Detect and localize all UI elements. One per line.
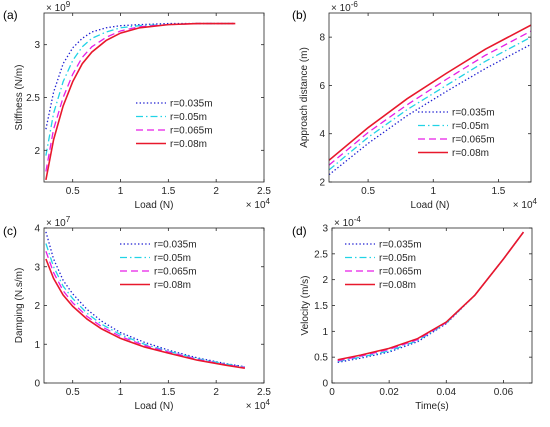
legend: r=0.035m r=0.05m r=0.065m r=0.08m <box>120 240 197 291</box>
legend: r=0.035m r=0.05m r=0.065m r=0.08m <box>136 99 213 150</box>
series-line-4 <box>337 231 525 361</box>
chart-panel-2: (b) 0.5 1 1.5 2 4 6 8 Load (N) Approach distance … <box>292 0 538 211</box>
legend-entry-label: r=0.05m <box>154 253 191 264</box>
y-tick-label: 2 <box>322 275 328 286</box>
y-tick-label: 1 <box>322 327 328 338</box>
legend-entry-label: r=0.035m <box>154 240 197 251</box>
axes-frame <box>328 12 532 183</box>
y-tick-label: 3 <box>322 224 328 235</box>
legend-entry-label: r=0.035m <box>452 108 495 119</box>
x-axis-label: Load (N) <box>135 401 174 412</box>
x-tick-label: 1.5 <box>161 186 175 197</box>
legend-entry-label: r=0.08m <box>379 280 416 291</box>
x-tick-label: 0.02 <box>379 387 399 398</box>
series-line-1 <box>45 231 245 368</box>
y-axis-label: Approach distance (m) <box>299 47 310 148</box>
series-line-2 <box>45 22 236 156</box>
x-tick-label: 2.5 <box>257 387 271 398</box>
x-tick-label: 1.5 <box>491 186 505 197</box>
x-tick-label: 2.5 <box>257 186 271 197</box>
legend-entry-label: r=0.05m <box>379 253 416 264</box>
chart-panel-3: (c) 0.5 1 1.5 2 2.5 0 1 2 3 4 Load (N) Damping (N.s/… <box>3 215 271 412</box>
legend-entry-label: r=0.05m <box>170 112 207 123</box>
y-exponent-label: × 10-6 <box>331 0 358 14</box>
series-line-1 <box>337 231 524 363</box>
chart-panel-1: (a) 0.5 1 1.5 2 2.5 2 2.5 3 Load (N) Stiffness (N/… <box>3 0 271 211</box>
x-exponent-label: × 104 <box>246 197 271 211</box>
x-exponent-label: × 104 <box>246 398 271 412</box>
series-line-3 <box>337 231 524 362</box>
series-line-4 <box>45 22 236 181</box>
y-tick-label: 2 <box>319 178 325 189</box>
y-tick-label: 2.5 <box>26 93 40 104</box>
legend: r=0.035m r=0.05m r=0.065m r=0.08m <box>345 240 422 291</box>
series-line-1 <box>329 43 531 176</box>
legend-entry-label: r=0.08m <box>154 280 191 291</box>
y-tick-label: 8 <box>319 33 325 44</box>
axes-frame <box>43 227 265 384</box>
x-tick-label: 1 <box>430 186 436 197</box>
y-tick-label: 3 <box>34 40 40 51</box>
legend-entry-label: r=0.035m <box>379 240 422 251</box>
x-axis-label: Time(s) <box>415 401 449 412</box>
y-exponent-label: × 109 <box>46 0 71 14</box>
x-tick-label: 0.04 <box>437 387 457 398</box>
legend-entry-label: r=0.05m <box>452 121 489 132</box>
y-tick-label: 4 <box>319 129 325 140</box>
panel-label: (c) <box>3 224 17 238</box>
x-tick-label: 0.06 <box>494 387 514 398</box>
legend: r=0.035m r=0.05m r=0.065m r=0.08m <box>418 108 495 159</box>
y-exponent-label: × 10-4 <box>334 215 361 229</box>
legend-entry-label: r=0.065m <box>154 267 197 278</box>
y-tick-label: 2 <box>34 146 40 157</box>
axes-frame <box>43 12 265 183</box>
y-axis-label: Velocity (m/s) <box>300 275 311 335</box>
x-exponent-label: × 104 <box>513 197 538 211</box>
y-tick-label: 0.5 <box>314 353 328 364</box>
panel-label: (d) <box>292 224 307 238</box>
y-tick-label: 1 <box>34 340 40 351</box>
legend-entry-label: r=0.08m <box>170 139 207 150</box>
x-tick-label: 1.5 <box>161 387 175 398</box>
y-tick-label: 4 <box>34 224 40 235</box>
legend-entry-label: r=0.08m <box>452 148 489 159</box>
legend-entry-label: r=0.065m <box>170 126 213 137</box>
y-tick-label: 2.5 <box>314 249 328 260</box>
panel-label: (a) <box>3 8 18 22</box>
legend-entry-label: r=0.065m <box>452 135 495 146</box>
x-tick-label: 0.5 <box>361 186 375 197</box>
series-line-2 <box>337 231 524 362</box>
y-tick-label: 6 <box>319 81 325 92</box>
chart-panel-4: (d) 0 0.02 0.04 0.06 0 0.5 1 1.5 2 2.5 3 Time(s) Velo… <box>292 215 533 412</box>
y-axis-label: Damping (N.s/m) <box>14 268 25 344</box>
series-line-4 <box>329 24 531 161</box>
series-line-4 <box>45 258 245 370</box>
x-tick-label: 2 <box>213 387 219 398</box>
legend-entry-label: r=0.035m <box>170 99 213 110</box>
x-axis-label: Load (N) <box>411 200 450 211</box>
x-tick-label: 0.5 <box>66 186 80 197</box>
y-axis-label: Stiffness (N/m) <box>14 65 25 131</box>
series-line-3 <box>329 30 531 166</box>
y-tick-label: 0 <box>34 379 40 390</box>
x-axis-label: Load (N) <box>135 200 174 211</box>
series-line-2 <box>45 243 245 368</box>
y-tick-label: 2 <box>34 301 40 312</box>
axes-frame <box>331 227 533 384</box>
x-tick-label: 1 <box>118 387 124 398</box>
y-tick-label: 0 <box>322 379 328 390</box>
x-tick-label: 0.5 <box>66 387 80 398</box>
legend-entry-label: r=0.065m <box>379 267 422 278</box>
series-line-2 <box>329 36 531 171</box>
y-exponent-label: × 107 <box>46 215 71 229</box>
x-tick-label: 2 <box>213 186 219 197</box>
y-tick-label: 3 <box>34 262 40 273</box>
y-tick-label: 1.5 <box>314 301 328 312</box>
x-tick-label: 1 <box>118 186 124 197</box>
x-tick-label: 0 <box>329 387 335 398</box>
panel-label: (b) <box>292 8 307 22</box>
